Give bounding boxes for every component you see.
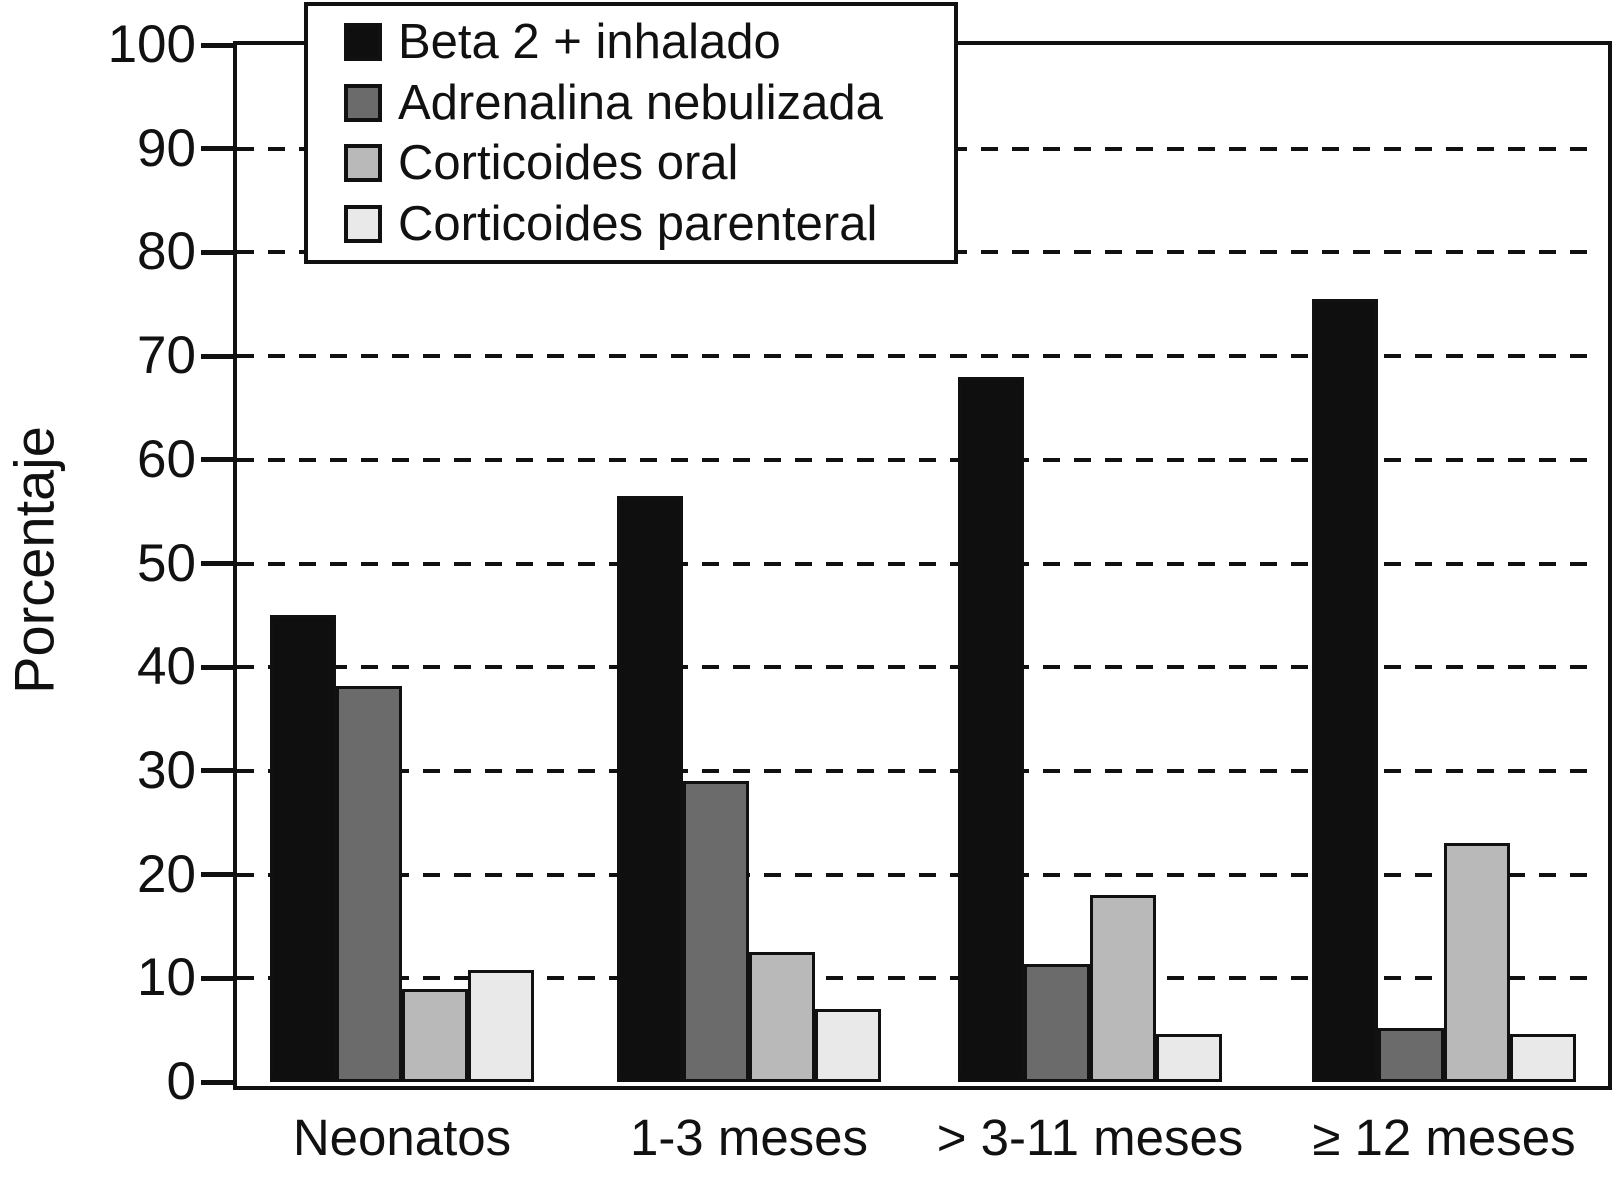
y-tick-label-0: 0 [166, 1052, 196, 1111]
y-axis-tick-60 [201, 457, 237, 463]
legend-label: Adrenalina nebulizada [398, 75, 883, 130]
bar-Neonatos-series-3 [402, 988, 468, 1082]
legend-label: Corticoides oral [398, 136, 739, 191]
gridline-y-60 [237, 457, 1600, 462]
legend-item-4: Corticoides parenteral [344, 196, 954, 252]
legend: Beta 2 + inhalado Adrenalina nebulizada Co… [304, 2, 958, 264]
bar--3-11-meses-series-4 [1156, 1034, 1222, 1082]
bar-Neonatos-series-1 [270, 615, 336, 1082]
x-category-label-1: Neonatos [292, 1109, 512, 1166]
bar--3-11-meses-series-1 [958, 376, 1024, 1082]
gridline-y-70 [237, 354, 1600, 359]
legend-item-3: Corticoides oral [344, 135, 954, 191]
bar-Neonatos-series-2 [336, 685, 402, 1082]
y-tick-label-100: 100 [107, 15, 196, 74]
legend-label: Corticoides parenteral [398, 196, 878, 251]
legend-item-2: Adrenalina nebulizada [344, 75, 954, 131]
bar--12-meses-series-2 [1378, 1028, 1444, 1082]
y-tick-label-10: 10 [137, 948, 196, 1008]
bar-1-3-meses-series-1 [617, 496, 683, 1082]
y-tick-label-60: 60 [137, 429, 196, 489]
gridline-y-50 [237, 561, 1600, 566]
legend-swatch-icon [344, 204, 382, 243]
bar--12-meses-series-4 [1510, 1034, 1576, 1082]
legend-label: Beta 2 + inhalado [398, 15, 781, 70]
x-category-label-3: > 3-11 meses [936, 1109, 1244, 1166]
gridline-y-30 [237, 768, 1600, 773]
gridline-y-20 [237, 872, 1600, 877]
y-axis-tick-90 [201, 146, 237, 152]
bar--12-meses-series-1 [1312, 299, 1378, 1082]
y-axis-tick-10 [201, 975, 237, 981]
y-axis-tick-100 [201, 42, 237, 48]
y-axis-tick-30 [201, 768, 237, 774]
gridline-y-10 [237, 976, 1600, 981]
y-tick-label-90: 90 [137, 118, 196, 178]
legend-swatch-icon [344, 144, 382, 183]
legend-swatch-icon [344, 83, 382, 122]
bar-1-3-meses-series-3 [749, 952, 815, 1082]
gridline-y-40 [237, 665, 1600, 670]
x-category-label-4: ≥ 12 meses [1312, 1109, 1576, 1166]
y-tick-label-30: 30 [137, 740, 196, 800]
y-axis-tick-80 [201, 249, 237, 255]
y-tick-label-80: 80 [137, 222, 196, 282]
y-axis-tick-0 [201, 1079, 237, 1085]
y-tick-label-40: 40 [137, 637, 196, 697]
y-tick-label-50: 50 [137, 533, 196, 593]
legend-item-1: Beta 2 + inhalado [344, 14, 954, 70]
legend-swatch-icon [344, 23, 382, 62]
x-category-label-2: 1-3 meses [629, 1109, 869, 1166]
y-tick-label-20: 20 [137, 844, 196, 904]
bar--3-11-meses-series-2 [1024, 963, 1090, 1082]
y-axis-tick-20 [201, 872, 237, 878]
bar--12-meses-series-3 [1444, 843, 1510, 1082]
y-tick-label-70: 70 [137, 326, 196, 386]
y-axis-tick-50 [201, 561, 237, 566]
bar-Neonatos-series-4 [468, 970, 534, 1082]
y-axis-tick-40 [201, 664, 237, 670]
bar-1-3-meses-series-4 [815, 1009, 881, 1082]
bar-1-3-meses-series-2 [683, 781, 749, 1082]
bar--3-11-meses-series-3 [1090, 895, 1156, 1082]
y-axis-tick-70 [201, 353, 237, 359]
